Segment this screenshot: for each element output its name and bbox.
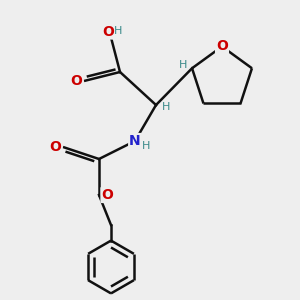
Text: N: N [129, 134, 141, 148]
Text: O: O [101, 188, 113, 202]
Text: H: H [179, 60, 187, 70]
Text: H: H [142, 140, 151, 151]
Text: H: H [161, 102, 170, 112]
Text: O: O [216, 40, 228, 53]
Text: H: H [113, 26, 122, 36]
Text: O: O [70, 74, 83, 88]
Text: O: O [50, 140, 61, 154]
Text: O: O [102, 25, 114, 38]
